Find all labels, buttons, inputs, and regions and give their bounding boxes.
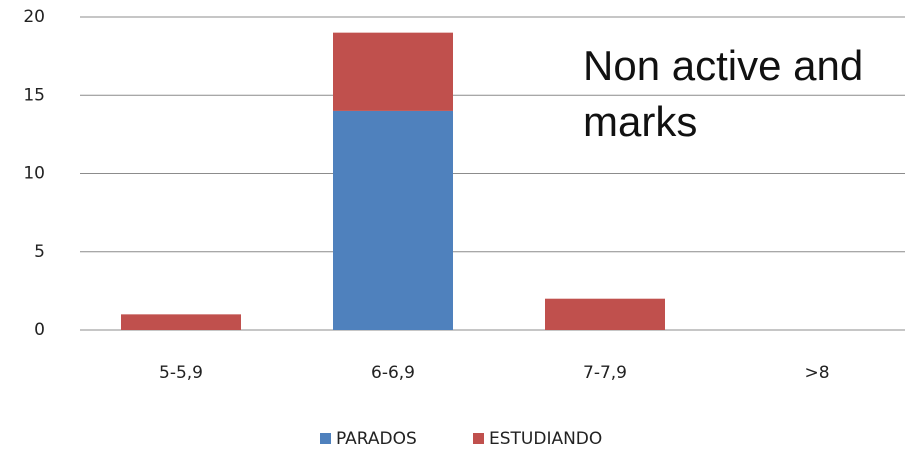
x-tick-label: 6-6,9 xyxy=(371,363,415,383)
y-tick-label: 15 xyxy=(23,85,45,105)
legend-label: ESTUDIANDO xyxy=(489,429,602,449)
y-tick-label: 10 xyxy=(23,164,45,184)
legend-label: PARADOS xyxy=(336,429,417,449)
legend-swatch xyxy=(320,433,331,444)
legend-swatch xyxy=(473,433,484,444)
y-tick-label: 20 xyxy=(23,7,45,27)
y-tick-label: 5 xyxy=(34,242,45,262)
bar-segment xyxy=(121,314,241,330)
bar-segment xyxy=(333,110,453,331)
x-tick-label: 7-7,9 xyxy=(583,363,627,383)
bar-segment xyxy=(333,32,453,111)
x-tick-label: 5-5,9 xyxy=(159,363,203,383)
bar-segment xyxy=(545,298,665,330)
y-tick-label: 0 xyxy=(34,320,45,340)
annotation: Non active and marks xyxy=(583,42,864,145)
x-tick-label: >8 xyxy=(804,363,829,383)
